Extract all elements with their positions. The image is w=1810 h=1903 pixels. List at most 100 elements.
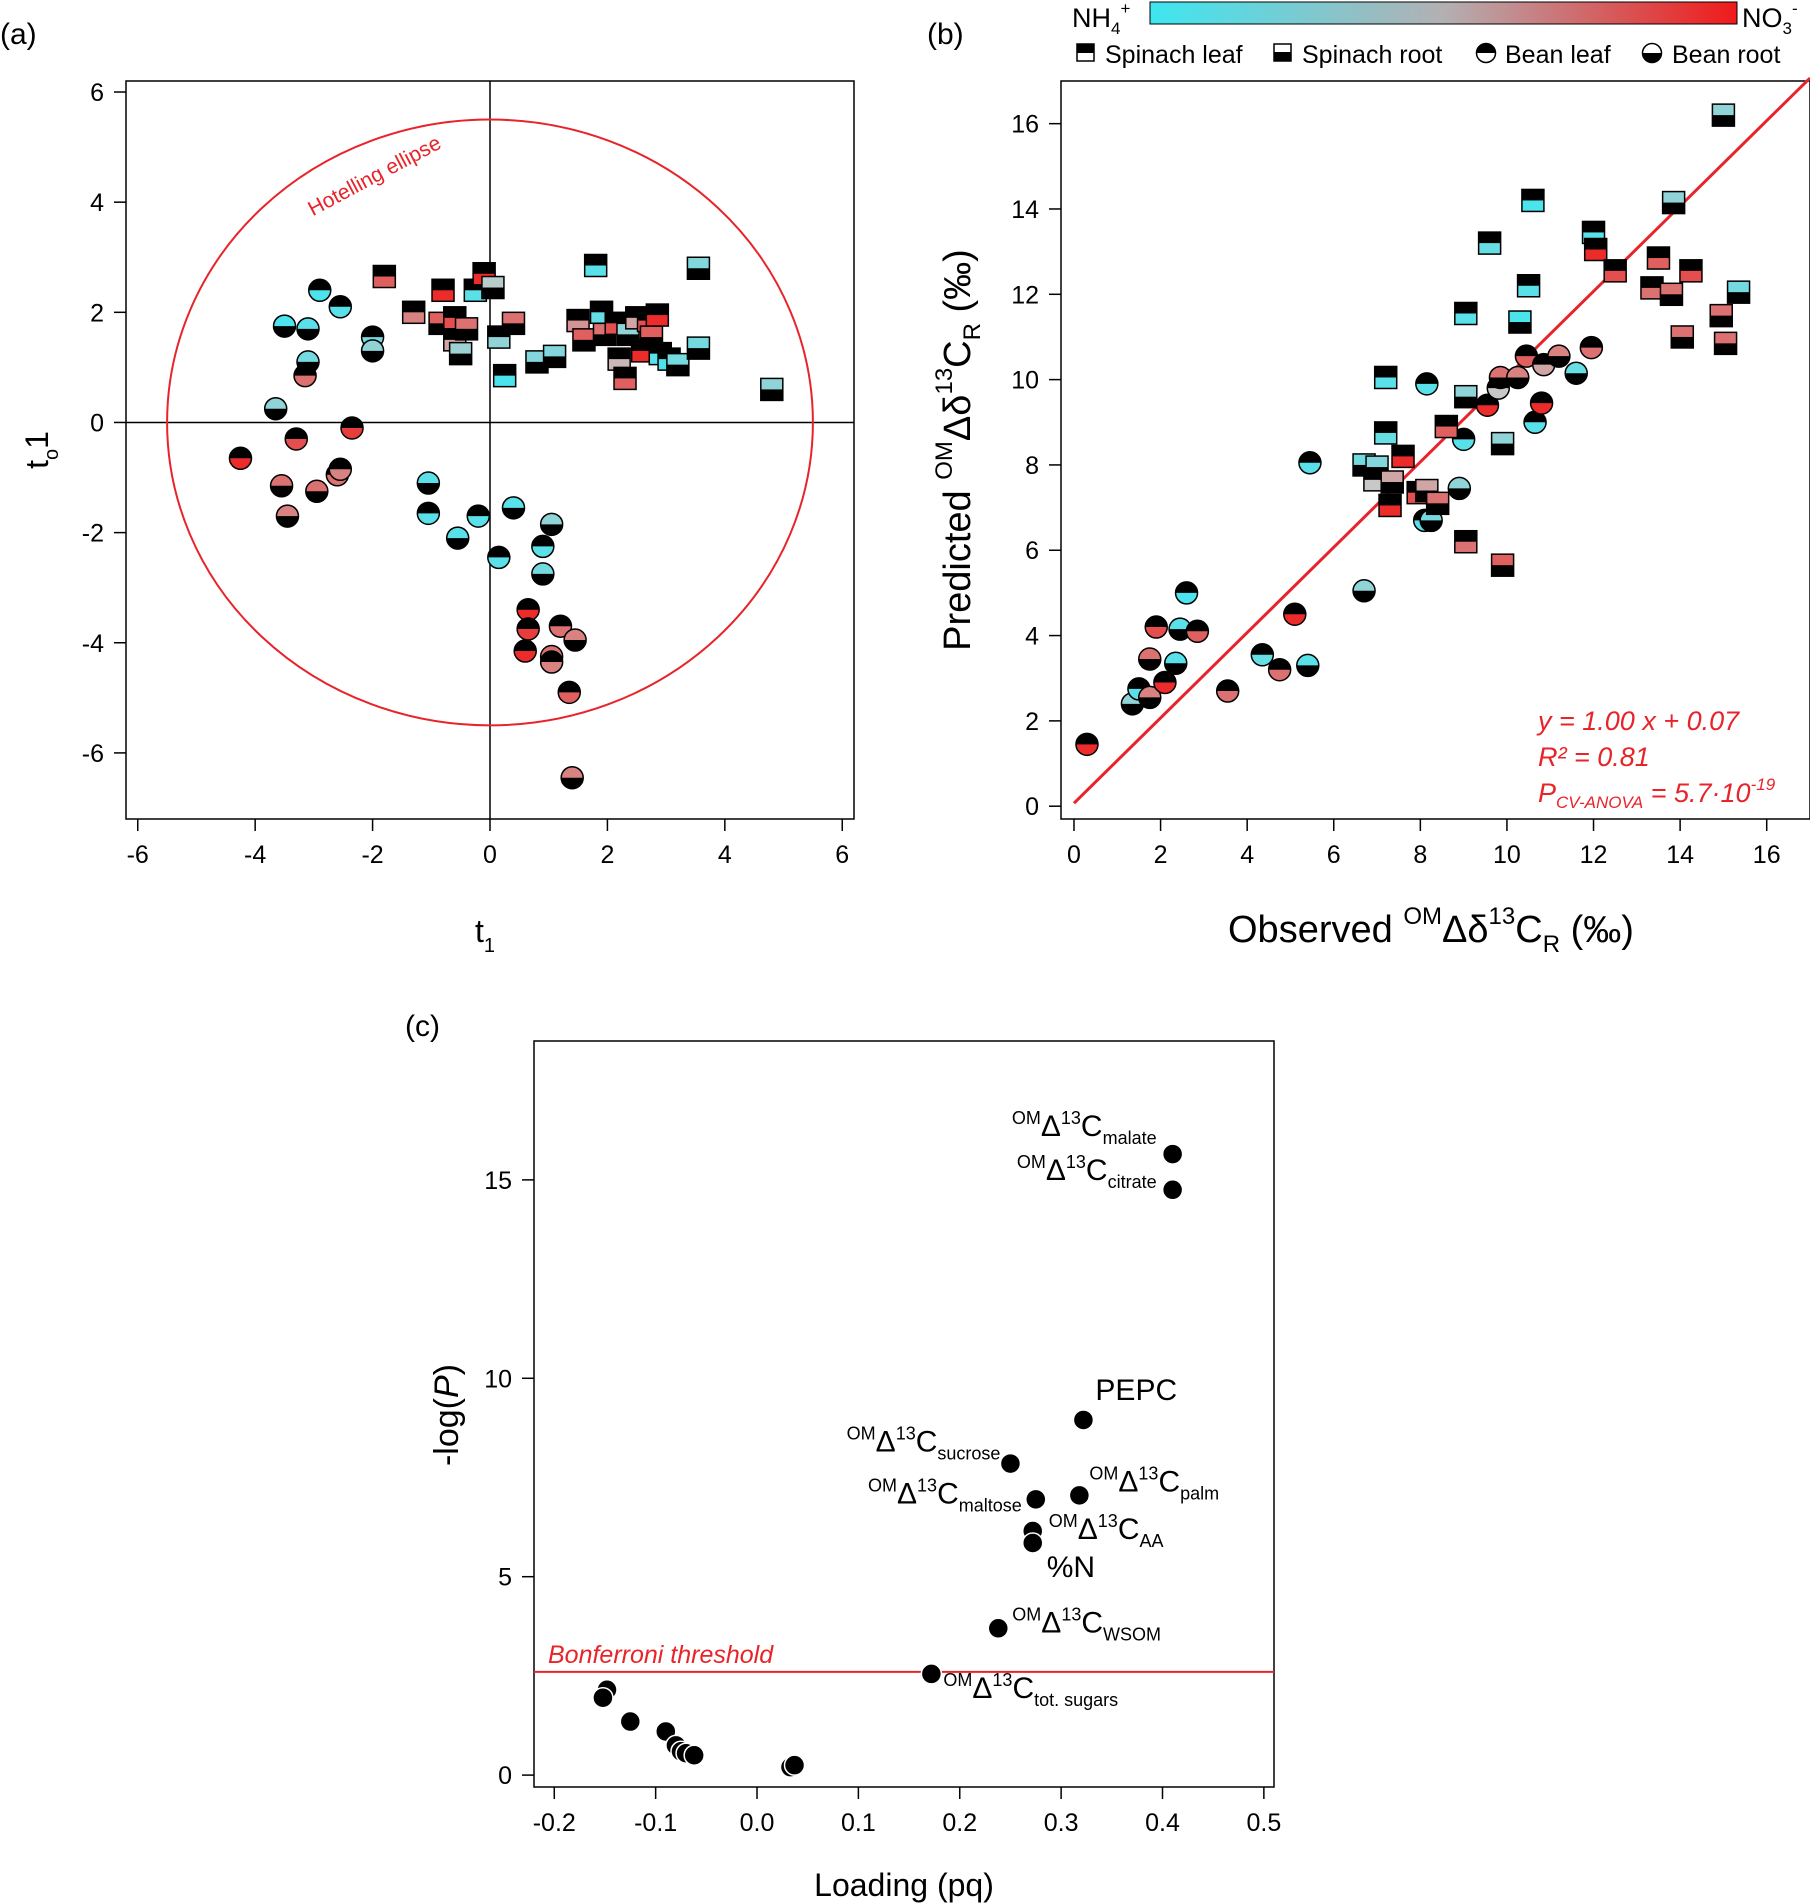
spinach-root-point [1659,282,1684,307]
x-tick-label: 0.5 [1246,1809,1281,1837]
y-tick-label: -2 [82,520,104,548]
panel-a-axes: -6 -4 -2 0 2 4 6 -6 -4 -2 0 2 4 6 [82,79,854,869]
bean-leaf-point [539,650,564,674]
hotelling-ellipse-label: Hotelling ellipse [304,131,445,220]
bean-leaf-point [466,504,491,528]
x-tick-label: 8 [1413,841,1427,869]
legend-item-spinach-leaf: Spinach leaf [1105,41,1243,69]
bean-leaf-point [516,597,540,622]
spinach-root-point [1454,384,1478,409]
x-tick-label: 6 [1327,841,1341,869]
y-tick-label: 0 [90,409,104,437]
y-tick-label: 14 [1011,196,1039,224]
bean-root-point [563,628,587,652]
panel-c-loading-plot: -0.2 -0.1 0.0 0.1 0.2 0.3 0.4 0.5 0 5 10 15 Bonferr… [428,1040,1281,1903]
bean-root-point [263,396,288,421]
y-tick-label: 10 [484,1365,512,1393]
spinach-root-point [481,275,505,300]
spinach-root-point [1490,553,1515,577]
y-tick-label: 4 [90,189,104,217]
bean-root-point [296,350,320,374]
spinach-leaf-point [1373,421,1398,445]
bean-leaf-point [531,534,555,559]
bean-root-point [560,765,584,790]
y-tick-label: 5 [498,1564,512,1592]
bean-root-point [296,317,320,341]
y-tick-label: 12 [1011,281,1039,309]
spinach-leaf-point [1603,259,1627,283]
legend-marker-bean-root [1641,42,1663,64]
bean-root-point [1564,361,1588,385]
legend: NH4+ NO3- Spinach leaf Spinach root Bean… [1072,0,1798,69]
spinach-leaf-point [492,363,517,388]
bonferroni-label: Bonferroni threshold [548,1641,774,1669]
label-tot-sugars: OMΔ13Ctot. sugars [943,1670,1118,1710]
bean-root-point [1296,653,1320,678]
bean-root-point [1168,617,1192,641]
loading-point [1025,1488,1047,1511]
x-tick-label: 0.4 [1145,1809,1180,1837]
spinach-leaf-point [1378,493,1402,518]
loading-point [619,1710,642,1733]
label-malate: OMΔ13Cmalate [1012,1108,1157,1148]
legend-nh4-label: NH4+ [1072,0,1130,38]
bean-leaf-point [328,295,353,319]
x-tick-label: -4 [244,841,266,869]
x-tick-label: -6 [127,841,149,869]
x-tick-label: 4 [718,841,732,869]
panel-c-frame [533,1040,1275,1788]
y-tick-label: 8 [1025,452,1039,480]
label-pepc: PEPC [1095,1374,1177,1407]
bean-root-point [360,339,385,363]
bean-root-point [1547,344,1571,368]
panel-b-y-label: Predicted OMΔδ13CR (‰) [931,249,986,651]
spinach-root-point [1726,280,1751,304]
bean-root-point [1352,579,1376,603]
bean-root-point [1138,647,1162,671]
label-palm: OMΔ13Cpalm [1089,1463,1219,1503]
bean-leaf-point [1451,427,1476,452]
x-tick-label: 6 [835,841,849,869]
panel-a-x-label: t1 [475,913,495,957]
regression-line [1072,76,1810,805]
spinach-root-point [572,328,596,352]
panel-b-axes: 0 2 4 6 8 10 12 14 16 0 2 4 6 8 10 12 14 16 [1011,111,1780,869]
bean-root-point [275,504,300,528]
bean-leaf-point [1185,619,1210,644]
legend-item-spinach-root: Spinach root [1302,41,1442,69]
bean-root-point [531,562,555,586]
spinach-leaf-point [583,253,608,278]
bean-leaf-point [416,501,441,526]
spinach-leaf-point [1454,301,1478,326]
spinach-root-point [454,317,479,341]
label-citrate: OMΔ13Ccitrate [1017,1152,1157,1192]
bean-leaf-point [1144,615,1168,639]
loading-point [592,1686,614,1709]
y-tick-label: 2 [1025,708,1039,736]
y-tick-label: 16 [1011,111,1039,139]
label-wsom: OMΔ13CWSOM [1012,1604,1161,1644]
spinach-root-point [1713,331,1738,356]
bean-leaf-point [307,278,332,303]
spinach-leaf-point [1640,276,1664,300]
x-tick-label: 2 [600,841,614,869]
panel-label-c: (c) [405,1010,440,1043]
spinach-root-point [686,336,711,360]
spinach-leaf-point [1373,365,1398,390]
regression-r2: R² = 0.81 [1538,742,1650,772]
legend-marker-spinach-root [1273,43,1292,62]
spinach-leaf-point [1679,259,1703,283]
spinach-root-point [1670,325,1695,349]
bean-root-point [1447,476,1472,501]
y-tick-label: 4 [1025,623,1039,651]
x-tick-label: 12 [1580,841,1608,869]
bean-root-point [1506,365,1530,390]
bean-root-point [539,512,564,537]
bean-root-point [416,471,441,495]
loading-point [1161,1143,1184,1165]
loading-point [683,1744,705,1767]
x-tick-label: 4 [1240,841,1254,869]
x-tick-label: 0.1 [841,1809,876,1837]
y-tick-label: 6 [1025,537,1039,565]
